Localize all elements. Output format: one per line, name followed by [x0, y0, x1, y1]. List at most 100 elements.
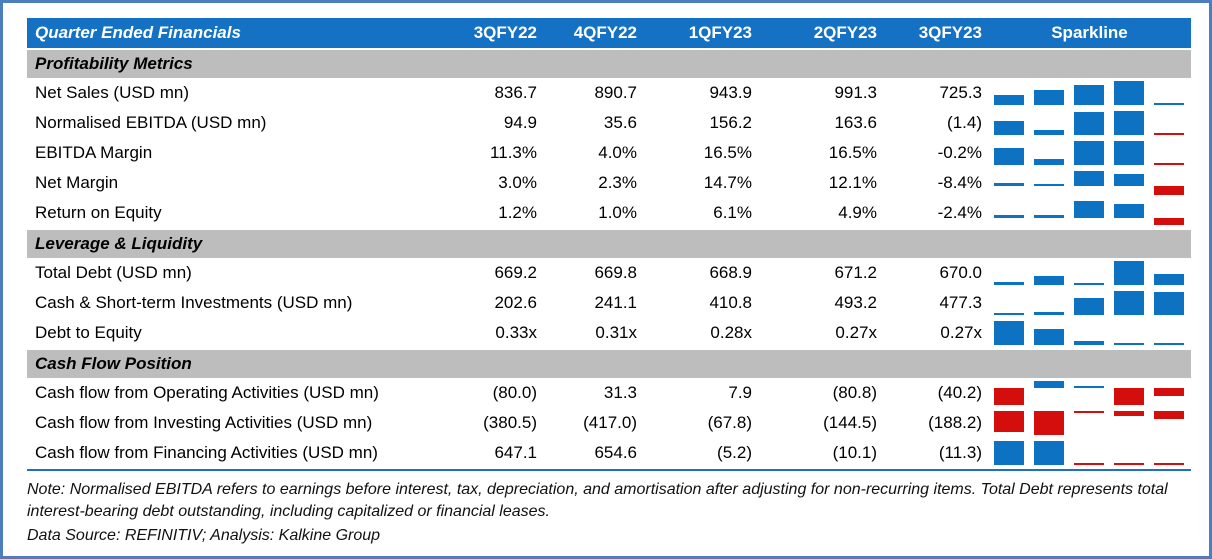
section-row: Profitability Metrics — [27, 50, 1191, 78]
sparkline-bar — [1034, 275, 1064, 285]
value-cell: (80.0) — [492, 383, 537, 402]
sparkline-bar — [1114, 411, 1144, 417]
data-source-text: Data Source: REFINITIV; Analysis: Kalkin… — [27, 527, 381, 545]
value-cell: 0.31x — [595, 323, 637, 342]
data-row: Cash flow from Operating Activities (USD… — [27, 378, 1191, 408]
value-cell: 7.9 — [728, 383, 752, 402]
section-label: Cash Flow Position — [35, 354, 192, 373]
sparkline-bar — [1114, 111, 1144, 135]
sparkline-bar — [994, 148, 1024, 165]
sparkline-bar — [994, 281, 1024, 285]
column-header-3qfy23: 3QFY23 — [918, 23, 982, 42]
value-cell: 991.3 — [834, 83, 877, 102]
sparkline-bar — [1074, 411, 1104, 413]
value-cell: 0.27x — [835, 323, 877, 342]
sparkline-bar — [994, 321, 1024, 345]
sparkline-bar — [1154, 133, 1184, 135]
sparkline-bar — [1154, 463, 1184, 465]
value-cell: 1.2% — [498, 203, 537, 222]
column-header-sparkline: Sparkline — [1051, 23, 1128, 42]
sparkline-bar — [1034, 441, 1064, 465]
sparkline-bar — [1074, 171, 1104, 187]
report-content: Quarter Ended Financials 3QFY22 4QFY22 1… — [3, 3, 1209, 547]
value-cell: 4.9% — [838, 203, 877, 222]
value-cell: 16.5% — [703, 143, 752, 162]
value-cell: 156.2 — [709, 113, 752, 132]
sparkline-bar — [1114, 81, 1144, 105]
sparkline — [988, 78, 1191, 108]
data-row: Cash flow from Investing Activities (USD… — [27, 408, 1191, 438]
value-cell: 669.8 — [594, 263, 637, 282]
sparkline-bar — [1034, 90, 1064, 105]
value-cell: -2.4% — [937, 203, 982, 222]
value-cell: 12.1% — [828, 173, 877, 192]
data-row: EBITDA Margin 11.3% 4.0% 16.5% 16.5% -0.2% — [27, 138, 1191, 168]
sparkline — [988, 168, 1191, 198]
section-row: Cash Flow Position — [27, 350, 1191, 378]
sparkline-bar — [1074, 463, 1104, 465]
sparkline-bar — [1034, 411, 1064, 435]
value-cell: 410.8 — [709, 293, 752, 312]
value-cell: 11.3% — [490, 143, 537, 162]
sparkline-bar — [1074, 85, 1104, 105]
value-cell: -8.4% — [937, 173, 982, 192]
value-cell: (1.4) — [947, 113, 982, 132]
row-label: Total Debt (USD mn) — [35, 263, 192, 282]
sparkline-bar — [994, 441, 1024, 465]
value-cell: 671.2 — [834, 263, 877, 282]
sparkline-bar — [1154, 163, 1184, 165]
column-header-2qfy23: 2QFY23 — [813, 23, 877, 42]
sparkline-bar — [994, 183, 1024, 187]
sparkline-bar — [1154, 292, 1184, 315]
sparkline-bar — [1114, 261, 1144, 285]
value-cell: 890.7 — [594, 83, 637, 102]
value-cell: (144.5) — [823, 413, 877, 432]
sparkline — [988, 318, 1191, 348]
value-cell: (5.2) — [717, 443, 752, 462]
sparkline — [988, 378, 1191, 408]
sparkline-bar — [1154, 343, 1184, 345]
sparkline-bar — [1114, 204, 1144, 219]
value-cell: (67.8) — [707, 413, 752, 432]
value-cell: 493.2 — [834, 293, 877, 312]
sparkline-bar — [1034, 129, 1064, 135]
value-cell: 477.3 — [939, 293, 982, 312]
value-cell: 943.9 — [709, 83, 752, 102]
sparkline-bar — [1074, 283, 1104, 285]
sparkline-bar — [1074, 201, 1104, 219]
value-cell: 163.6 — [834, 113, 877, 132]
sparkline-bar — [994, 313, 1024, 315]
value-cell: 836.7 — [494, 83, 537, 102]
sparkline — [988, 258, 1191, 288]
value-cell: (380.5) — [483, 413, 537, 432]
row-label: Normalised EBITDA (USD mn) — [35, 113, 267, 132]
sparkline — [988, 198, 1191, 228]
data-row: Debt to Equity 0.33x 0.31x 0.28x 0.27x 0.27x — [27, 318, 1191, 348]
sparkline-bar — [1034, 158, 1064, 165]
table-bottom-rule — [27, 469, 1191, 471]
sparkline-bar — [994, 214, 1024, 219]
sparkline-bar — [994, 411, 1024, 433]
value-cell: (80.8) — [832, 383, 877, 402]
sparkline — [988, 138, 1191, 168]
sparkline — [988, 288, 1191, 318]
sparkline-bar — [1114, 463, 1144, 465]
note-text: Note: Normalised EBITDA refers to earnin… — [27, 481, 1168, 521]
row-label: Cash flow from Investing Activities (USD… — [35, 413, 373, 432]
value-cell: (11.3) — [938, 443, 982, 462]
sparkline-bar — [1074, 141, 1104, 165]
value-cell: 1.0% — [598, 203, 637, 222]
value-cell: (40.2) — [937, 383, 982, 402]
value-cell: 6.1% — [713, 203, 752, 222]
sparkline-bar — [1034, 183, 1064, 187]
financial-table: Quarter Ended Financials 3QFY22 4QFY22 1… — [27, 18, 1191, 471]
data-row: Cash & Short-term Investments (USD mn) 20… — [27, 288, 1191, 318]
row-label: Cash & Short-term Investments (USD mn) — [35, 293, 353, 312]
sparkline-bar — [1154, 186, 1184, 195]
value-cell: -0.2% — [937, 143, 982, 162]
sparkline-bar — [994, 94, 1024, 105]
row-label: Net Sales (USD mn) — [35, 83, 189, 102]
value-cell: 35.6 — [603, 113, 637, 132]
value-cell: 31.3 — [603, 383, 637, 402]
sparkline-bar — [1074, 112, 1104, 135]
